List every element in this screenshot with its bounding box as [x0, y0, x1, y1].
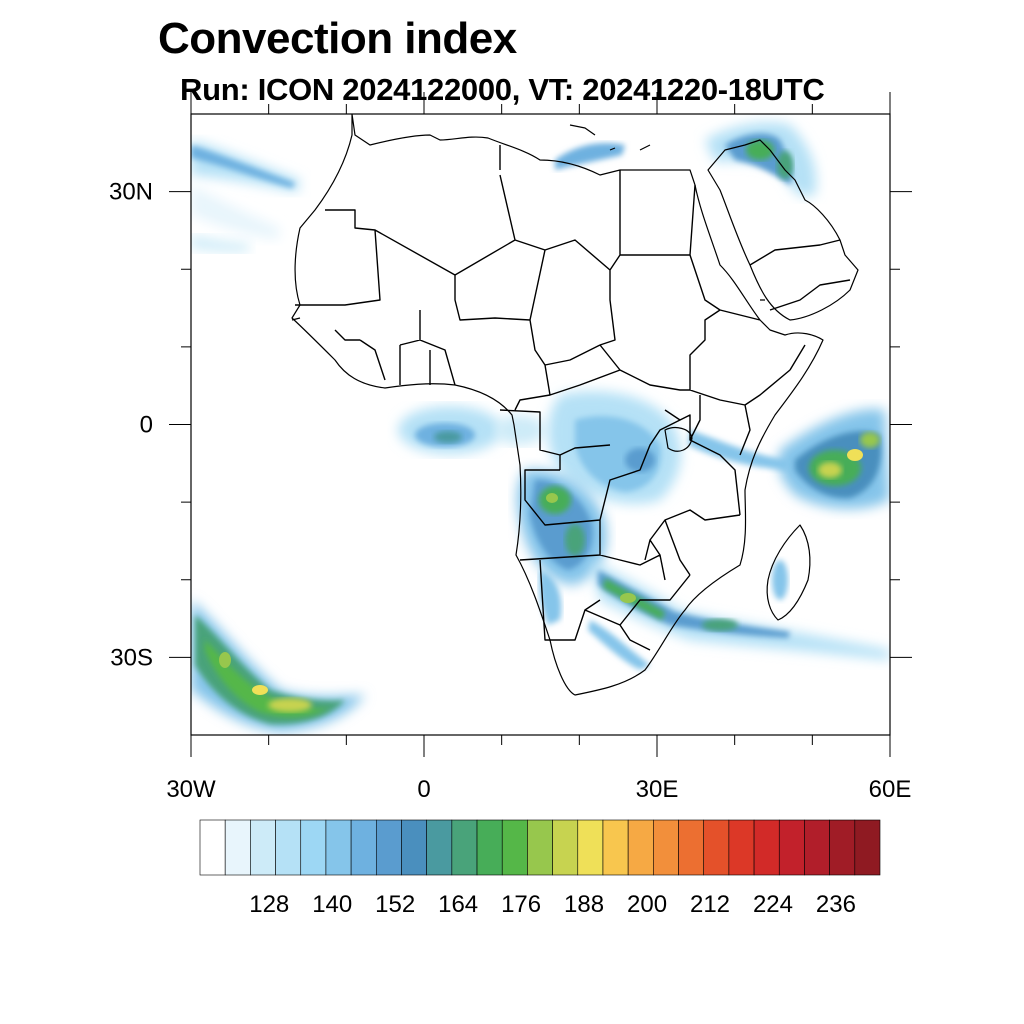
- arabia-coastline: [707, 139, 859, 321]
- islands: [291, 124, 765, 321]
- colorbar-swatch: [476, 819, 503, 876]
- colorbar-swatch: [627, 819, 654, 876]
- colorbar-swatch: [350, 819, 377, 876]
- lon-tick-label: 30E: [636, 776, 679, 803]
- colorbar-swatch: [375, 819, 402, 876]
- colorbar-label: 188: [564, 891, 604, 918]
- colorbar-swatch: [577, 819, 604, 876]
- lake-victoria: [664, 427, 693, 452]
- africa-coastline: [291, 114, 824, 696]
- lat-tick-label: 0: [140, 412, 153, 439]
- colorbar-swatch: [426, 819, 453, 876]
- madagascar-coastline: [766, 524, 811, 621]
- colorbar-label: 164: [438, 891, 478, 918]
- lat-tick-label: 30N: [109, 179, 153, 206]
- convection-congo: [547, 391, 790, 504]
- colorbar-swatch: [753, 819, 780, 876]
- colorbar-swatch: [501, 819, 528, 876]
- colorbar-swatch: [325, 819, 352, 876]
- lat-tick-label: 30S: [110, 644, 153, 671]
- colorbar-swatch: [804, 819, 830, 876]
- coastline-and-borders: [291, 114, 859, 696]
- convection-north-atlantic: [191, 140, 300, 252]
- chart-title: Convection index: [158, 14, 517, 63]
- colorbar-swatch: [300, 819, 327, 876]
- colorbar-swatch: [250, 819, 276, 876]
- colorbar-swatch: [451, 819, 478, 876]
- colorbar: 128 140 152 164 176 188 200 212 224 236: [199, 819, 881, 918]
- axis-tick-labels: 30W 0 30E 60E 30N 0 30S: [109, 179, 911, 803]
- colorbar-swatch: [653, 819, 679, 876]
- colorbar-label: 128: [249, 891, 289, 918]
- lon-tick-label: 30W: [166, 776, 216, 803]
- colorbar-swatch: [401, 819, 427, 876]
- colorbar-swatch: [527, 819, 553, 876]
- lon-tick-label: 60E: [869, 776, 912, 803]
- colorbar-swatch: [854, 819, 881, 876]
- colorbar-swatch: [275, 819, 302, 876]
- colorbar-label: 224: [753, 891, 793, 918]
- axis-ticks: [169, 92, 912, 757]
- colorbar-label: 140: [312, 891, 352, 918]
- convection-indian-ocean: [772, 409, 890, 600]
- colorbar-swatch: [602, 819, 629, 876]
- convection-field: [191, 122, 890, 732]
- convection-south-atlantic: [191, 600, 365, 732]
- colorbar-label: 212: [690, 891, 730, 918]
- convection-gulf-of-guinea: [398, 406, 545, 454]
- colorbar-label: 152: [375, 891, 415, 918]
- colorbar-swatch: [552, 819, 579, 876]
- colorbar-swatch: [224, 819, 251, 876]
- chart-subtitle: Run: ICON 2024122000, VT: 20241220-18UTC: [180, 72, 825, 107]
- colorbar-swatch: [829, 819, 856, 876]
- colorbar-label: 236: [816, 891, 856, 918]
- colorbar-swatch: [678, 819, 705, 876]
- colorbar-swatch: [199, 819, 226, 876]
- lon-tick-label: 0: [417, 776, 430, 803]
- colorbar-swatch: [703, 819, 730, 876]
- colorbar-swatch: [778, 819, 805, 876]
- convection-southern-band: [588, 560, 890, 670]
- borders: [295, 145, 851, 651]
- colorbar-swatch: [728, 819, 755, 876]
- colorbar-label: 200: [627, 891, 667, 918]
- convection-east-med: [555, 122, 817, 197]
- colorbar-label: 176: [501, 891, 541, 918]
